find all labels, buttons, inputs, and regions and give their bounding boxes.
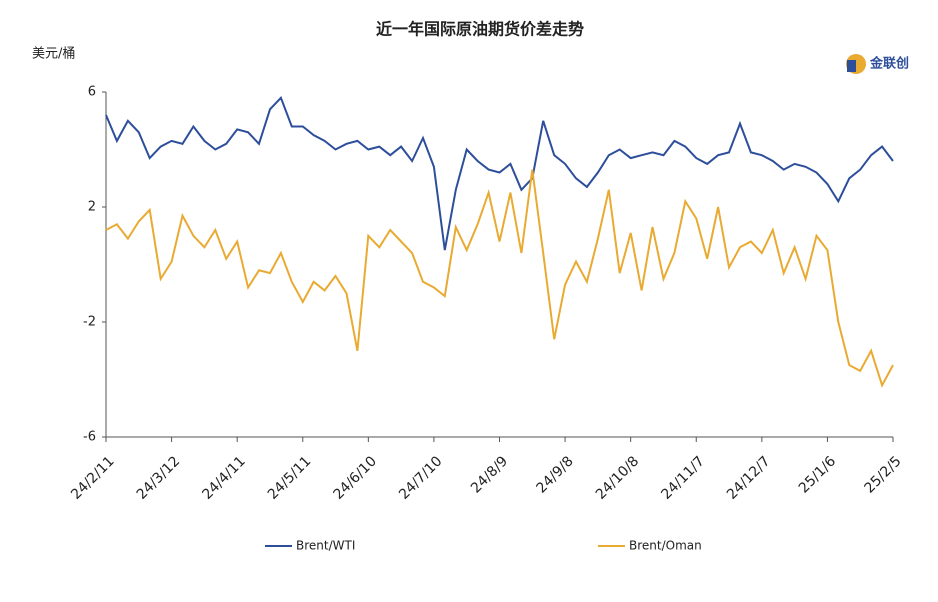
y-tick-label: -6: [83, 430, 96, 445]
y-tick-label: 6: [88, 85, 96, 100]
x-tick-label: 24/10/8: [593, 453, 642, 502]
legend-label: Brent/WTI: [296, 539, 355, 553]
x-tick-label: 25/1/6: [796, 453, 839, 496]
line-series: [105, 95, 894, 251]
x-tick-label: 24/6/10: [331, 453, 380, 502]
x-tick-label: 24/11/7: [658, 453, 707, 502]
x-tick-label: 24/3/12: [134, 453, 183, 502]
x-tick-label: 24/8/9: [468, 453, 511, 496]
y-tick-label: -2: [83, 315, 96, 330]
x-tick-label: 25/2/5: [861, 453, 904, 496]
logo: 金联创: [846, 54, 909, 74]
legend-label: Brent/Oman: [629, 539, 702, 553]
x-tick-label: 24/2/11: [68, 453, 117, 502]
y-tick-label: 2: [88, 200, 96, 215]
line-series: [105, 169, 894, 388]
logo-text: 金联创: [869, 56, 909, 72]
x-tick-label: 24/9/8: [534, 453, 577, 496]
logo-icon: [847, 60, 856, 72]
x-tick-label: 24/5/11: [265, 453, 314, 502]
chart-title: 近一年国际原油期货价差走势: [376, 20, 584, 39]
y-axis-label: 美元/桶: [32, 47, 75, 62]
x-tick-label: 24/12/7: [724, 453, 773, 502]
x-tick-label: 24/7/10: [396, 453, 445, 502]
x-tick-label: 24/4/11: [199, 453, 248, 502]
